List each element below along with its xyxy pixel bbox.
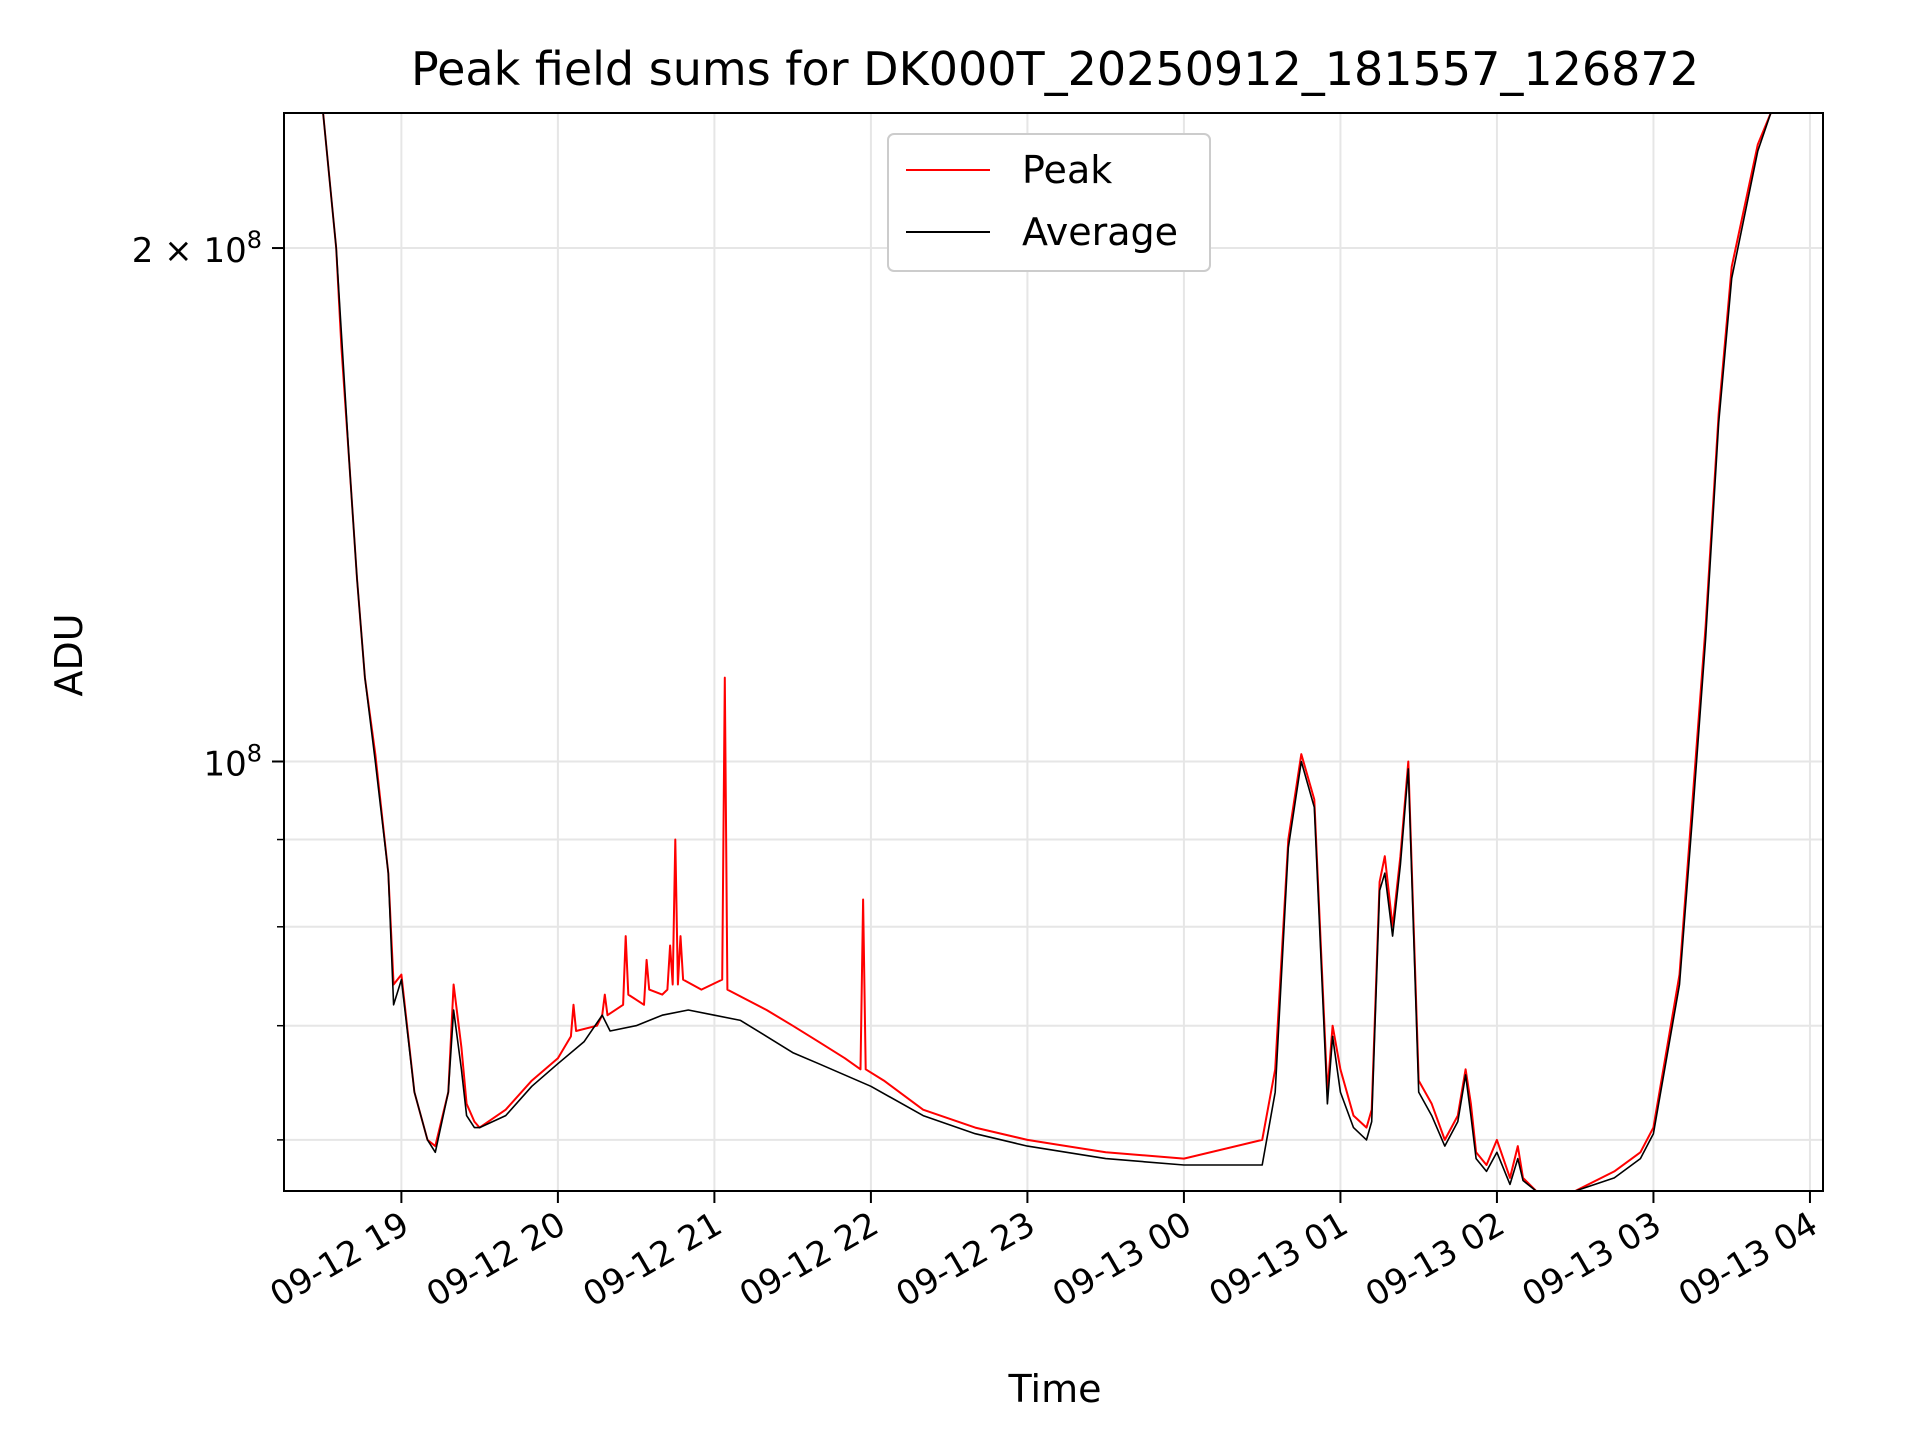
axes-frame [283,112,1824,1192]
y-tick-label: 2 × 108 [132,226,262,271]
legend-label-average: Average [1022,210,1178,254]
series-line-average [284,113,1823,1191]
legend-box [887,133,1211,272]
legend-label-peak: Peak [1022,148,1112,192]
series-layer [284,113,1823,1191]
y-axis-label: ADU [47,613,91,696]
legend: Peak Average [887,133,1211,272]
x-axis-label: Time [1008,1367,1102,1411]
y-tick-label: 108 [203,740,262,785]
grid-layer [284,113,1823,1191]
series-line-peak [284,113,1823,1191]
chart-title: Peak field sums for DK000T_20250912_1815… [411,42,1699,96]
